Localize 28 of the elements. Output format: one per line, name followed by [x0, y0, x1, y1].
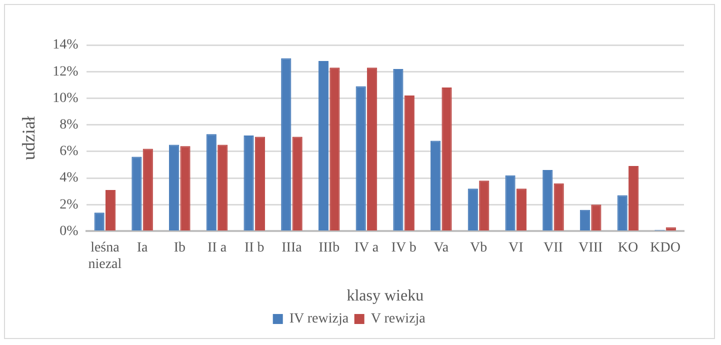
x-tick-label: Vb [470, 240, 488, 256]
y-tick-label: 14% [52, 38, 79, 53]
y-tick-label: 4% [60, 170, 79, 186]
legend-label: V rewizja [370, 312, 426, 327]
x-tick-label: IIIb [318, 240, 340, 256]
y-tick-label: 10% [52, 90, 79, 106]
x-tick-label: VIII [578, 240, 603, 256]
x-tick-label: Ib [174, 240, 186, 256]
x-tick-label: leśna niezal [88, 240, 122, 272]
x-tick-label: IIIa [282, 240, 303, 256]
y-tick-label: 0% [60, 224, 79, 239]
x-tick-label: II a [207, 240, 228, 256]
x-tick-label: Ia [136, 240, 149, 256]
y-tick-label: 8% [60, 117, 79, 132]
x-tick-label: KO [618, 240, 638, 256]
x-axis-title: klasy wieku [346, 288, 424, 305]
x-tick-label: IV a [354, 240, 380, 256]
x-tick-label: VII [544, 240, 564, 256]
legend-label: IV rewizja [289, 312, 350, 327]
x-tick-label: II b [244, 240, 264, 256]
x-tick-label: KDO [650, 240, 680, 256]
x-tick-label: Va [434, 240, 450, 256]
x-tick-label: VI [508, 240, 524, 256]
y-tick-label: 2% [60, 197, 79, 212]
y-tick-label: 12% [52, 64, 79, 80]
y-axis-title: udział [18, 116, 39, 160]
x-tick-label: IV b [391, 240, 416, 256]
y-tick-label: 6% [60, 144, 79, 160]
